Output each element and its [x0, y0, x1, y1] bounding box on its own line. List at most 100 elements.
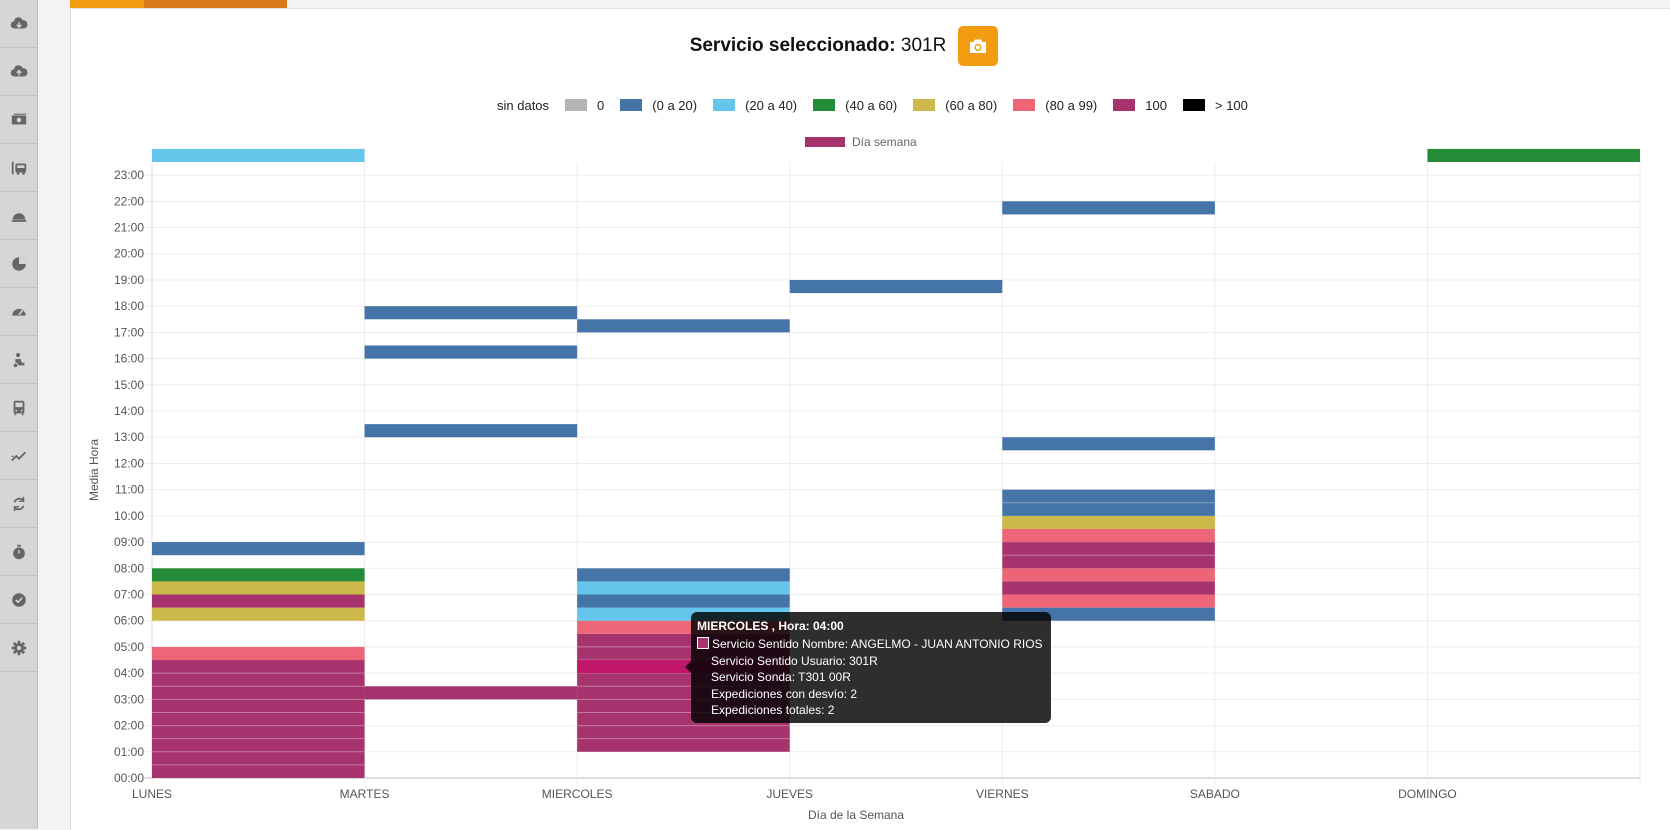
- heatmap-cell: [152, 581, 365, 595]
- y-tick-label: 05:00: [114, 640, 144, 654]
- y-tick-label: 19:00: [114, 273, 144, 287]
- heatmap-cell: [1427, 148, 1640, 162]
- y-tick-label: 10:00: [114, 509, 144, 523]
- sidebar-item-bus-stop[interactable]: [0, 144, 37, 192]
- sidebar-item-money[interactable]: [0, 96, 37, 144]
- heatmap-cell: [1002, 489, 1215, 516]
- heatmap-cell: [152, 568, 365, 582]
- legend-label: (80 a 99): [1045, 97, 1098, 113]
- tooltip-line-text: Servicio Sentido Usuario: 301R: [711, 653, 878, 668]
- heatmap-cell: [152, 660, 365, 778]
- y-axis-title: Media Hora: [87, 439, 101, 501]
- y-tick-label: 21:00: [114, 221, 144, 235]
- y-tick-label: 20:00: [114, 247, 144, 261]
- legend-item[interactable]: 100: [1113, 98, 1167, 113]
- y-tick-label: 06:00: [114, 614, 144, 628]
- sidebar-item-stopwatch[interactable]: [0, 528, 37, 576]
- tooltip-swatch: [697, 637, 709, 649]
- heatmap-cell: [152, 607, 365, 621]
- sidebar-item-refresh[interactable]: [0, 480, 37, 528]
- gear-icon: [11, 640, 26, 655]
- legend-label: 0: [597, 97, 605, 113]
- legend-swatch: [813, 99, 836, 111]
- y-tick-label: 09:00: [114, 535, 144, 549]
- person-icon: [13, 352, 24, 367]
- page-title: Servicio seleccionado: 301R: [0, 26, 1670, 66]
- sidebar-item-pie-chart[interactable]: [0, 240, 37, 288]
- trend-chart-icon: [10, 451, 26, 461]
- heatmap-cell: [152, 646, 365, 661]
- tooltip-title: MIERCOLES , Hora: 04:00: [697, 619, 844, 633]
- sidebar-item-gauge[interactable]: [0, 288, 37, 336]
- legend-label: (60 a 80): [945, 97, 998, 113]
- cloud-upload-icon: [10, 64, 28, 77]
- legend-item[interactable]: (20 a 40): [713, 98, 797, 113]
- legend-item[interactable]: > 100: [1182, 98, 1248, 113]
- x-tick-label: JUEVES: [766, 787, 813, 801]
- legend-label: 100: [1145, 97, 1167, 113]
- sidebar-item-check[interactable]: [0, 576, 37, 624]
- y-tick-label: 03:00: [114, 692, 144, 706]
- chart-tooltip: MIERCOLES , Hora: 04:00 Servicio Sentido…: [685, 612, 1051, 723]
- y-tick-label: 16:00: [114, 352, 144, 366]
- legend-swatch: [1182, 99, 1205, 111]
- legend-label: (0 a 20): [652, 97, 698, 113]
- pie-chart-icon: [11, 256, 26, 271]
- heatmap-cell: [1002, 594, 1215, 608]
- heatmap-cell: [364, 686, 578, 700]
- y-tick-label: 02:00: [114, 719, 144, 733]
- sidebar-item-upload[interactable]: [0, 48, 37, 96]
- x-axis-title: Día de la Semana: [808, 808, 904, 822]
- heatmap-cell: [1002, 515, 1215, 529]
- heatmap-cell: [1002, 581, 1215, 595]
- tooltip-line: Expediciones totales: 2: [697, 702, 1045, 719]
- heatmap-cell: [1002, 542, 1215, 569]
- snapshot-button[interactable]: [958, 26, 999, 66]
- legend-item[interactable]: (60 a 80): [913, 98, 997, 113]
- sidebar-item-bus[interactable]: [0, 384, 37, 432]
- heatmap-cell: [364, 345, 578, 359]
- camera-icon: [970, 39, 987, 53]
- sidebar-item-trend[interactable]: [0, 432, 37, 480]
- legend-item[interactable]: (0 a 20): [620, 98, 697, 113]
- title-label: Servicio seleccionado:: [689, 35, 896, 56]
- legend-swatch: [620, 99, 643, 111]
- tooltip-line: Servicio Sentido Usuario: 301R: [697, 653, 1045, 670]
- legend-item[interactable]: (40 a 60): [813, 98, 897, 113]
- heatmap-cell: [1002, 607, 1215, 621]
- heatmap-cell: [577, 319, 790, 333]
- heatmap-cell: [1002, 568, 1215, 582]
- tab-indicator-segment-1[interactable]: [70, 0, 144, 8]
- sidebar-item-person[interactable]: [0, 336, 37, 384]
- y-tick-label: 11:00: [115, 483, 144, 497]
- refresh-icon: [13, 496, 24, 511]
- stopwatch-icon: [12, 544, 25, 559]
- heatmap-cell: [1002, 437, 1215, 451]
- tab-indicator-segment-2[interactable]: [144, 0, 287, 8]
- legend-item[interactable]: 0: [565, 98, 604, 113]
- sidebar-item-settings[interactable]: [0, 624, 37, 672]
- tooltip-line: Servicio Sentido Nombre: ANGELMO - JUAN …: [697, 636, 1045, 653]
- y-tick-label: 08:00: [114, 561, 144, 575]
- x-tick-label: LUNES: [132, 787, 172, 801]
- heatmap-cell: [152, 542, 365, 556]
- legend-swatch: [713, 99, 736, 111]
- tooltip-line: Servicio Sonda: T301 00R: [697, 669, 1045, 686]
- y-tick-label: 23:00: [114, 168, 144, 182]
- legend-item[interactable]: (80 a 99): [1013, 98, 1097, 113]
- cloud-download-icon: [10, 16, 28, 29]
- heatmap-cell: [1002, 201, 1215, 215]
- color-legend: sin datos 0 (0 a 20) (20 a 40) (40 a 60) (60…: [497, 94, 1264, 116]
- x-tick-label: VIERNES: [976, 787, 1029, 801]
- y-tick-label: 13:00: [114, 430, 144, 444]
- tooltip-line-text: Servicio Sentido Nombre: ANGELMO - JUAN …: [712, 637, 1043, 651]
- tooltip-line-text: Expediciones totales: 2: [711, 703, 835, 717]
- legend-label: (20 a 40): [745, 97, 798, 113]
- title-service-value: 301R: [900, 35, 947, 56]
- heatmap-cell: [364, 424, 578, 438]
- tooltip-line: Expediciones con desvío: 2: [697, 686, 1045, 703]
- series-legend-label: Día semana: [852, 135, 917, 149]
- sidebar-item-download[interactable]: [0, 0, 37, 48]
- legend-heading: sin datos: [497, 97, 550, 113]
- sidebar-item-dome[interactable]: [0, 192, 37, 240]
